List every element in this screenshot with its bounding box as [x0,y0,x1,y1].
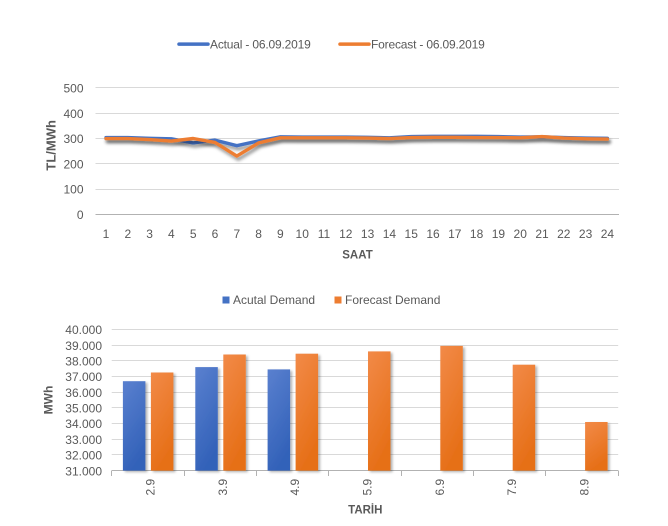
svg-text:6: 6 [212,227,219,241]
svg-text:TL/MWh: TL/MWh [44,120,59,171]
svg-text:20: 20 [514,227,528,241]
svg-text:400: 400 [63,107,83,121]
svg-text:24: 24 [601,227,615,241]
svg-text:38.000: 38.000 [65,355,102,369]
svg-text:34.000: 34.000 [65,417,102,431]
svg-text:14: 14 [383,227,397,241]
svg-text:8: 8 [255,227,262,241]
svg-text:8.9: 8.9 [578,478,592,495]
svg-text:TARİH: TARİH [348,504,382,517]
svg-text:Forecast Demand: Forecast Demand [345,293,440,307]
svg-text:31.000: 31.000 [65,464,102,478]
svg-text:MWh: MWh [42,386,56,415]
svg-text:500: 500 [63,81,83,95]
svg-text:SAAT: SAAT [342,250,372,262]
svg-text:4: 4 [168,227,175,241]
svg-text:22: 22 [557,227,571,241]
svg-text:12: 12 [339,227,353,241]
svg-text:100: 100 [63,183,83,197]
svg-text:2: 2 [124,227,131,241]
svg-text:32.000: 32.000 [65,449,102,463]
svg-text:Actual - 06.09.2019: Actual - 06.09.2019 [210,38,311,52]
svg-text:36.000: 36.000 [65,386,102,400]
svg-text:33.000: 33.000 [65,433,102,447]
svg-text:3: 3 [146,227,153,241]
svg-text:17: 17 [448,227,462,241]
svg-text:18: 18 [470,227,484,241]
svg-text:7.9: 7.9 [505,478,519,495]
svg-text:37.000: 37.000 [65,370,102,384]
svg-text:13: 13 [361,227,375,241]
svg-text:200: 200 [63,158,83,172]
svg-text:3.9: 3.9 [216,478,230,495]
svg-text:11: 11 [318,227,331,241]
svg-text:Acutal Demand: Acutal Demand [233,293,315,307]
svg-text:0: 0 [77,208,84,222]
svg-text:4.9: 4.9 [288,478,302,495]
svg-text:23: 23 [579,227,593,241]
svg-text:7: 7 [233,227,240,241]
svg-text:10: 10 [296,227,310,241]
svg-text:Forecast - 06.09.2019: Forecast - 06.09.2019 [371,38,485,52]
svg-text:35.000: 35.000 [65,402,102,416]
svg-text:9: 9 [277,227,284,241]
svg-text:6.9: 6.9 [433,478,447,495]
svg-text:5.9: 5.9 [360,478,374,495]
svg-text:39.000: 39.000 [65,339,102,353]
svg-text:2.9: 2.9 [143,478,157,495]
svg-text:40.000: 40.000 [65,323,102,337]
svg-text:19: 19 [492,227,506,241]
svg-text:5: 5 [190,227,197,241]
svg-text:15: 15 [405,227,419,241]
svg-text:300: 300 [63,132,83,146]
svg-text:16: 16 [426,227,440,241]
svg-text:1: 1 [103,227,110,241]
svg-text:21: 21 [535,227,549,241]
